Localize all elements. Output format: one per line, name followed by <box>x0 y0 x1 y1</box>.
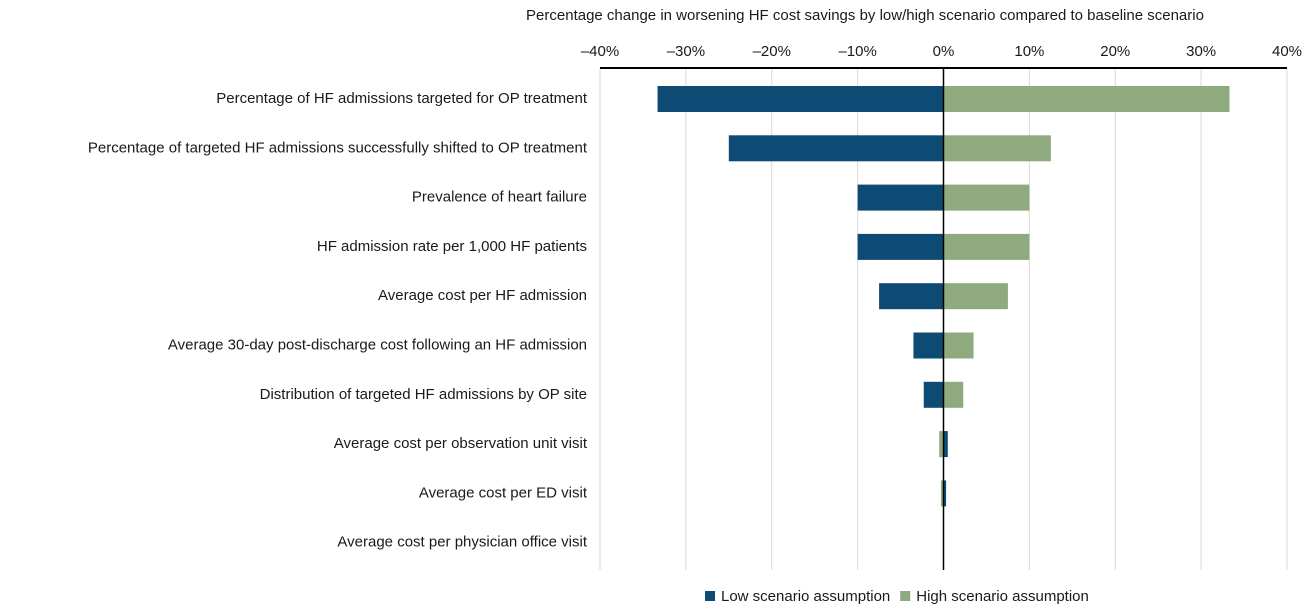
y-tick-label: Prevalence of heart failure <box>412 189 587 206</box>
x-tick-label: –30% <box>667 43 705 60</box>
bar <box>943 480 947 507</box>
bar <box>913 332 944 359</box>
x-tick-label: –10% <box>838 43 876 60</box>
bar <box>943 283 1008 310</box>
bar <box>940 480 944 507</box>
bar <box>728 135 944 162</box>
y-tick-label: Percentage of HF admissions targeted for… <box>216 90 588 107</box>
bar <box>943 86 1230 112</box>
x-tick-label: –20% <box>753 43 791 60</box>
bar <box>943 135 1051 162</box>
bar <box>857 184 944 211</box>
y-tick-label: Percentage of targeted HF admissions suc… <box>88 139 588 156</box>
bar <box>943 184 1030 211</box>
bar <box>943 431 948 458</box>
y-tick-label: HF admission rate per 1,000 HF patients <box>317 238 587 255</box>
legend-label: High scenario assumption <box>916 588 1089 605</box>
y-tick-label: Average cost per ED visit <box>419 484 588 501</box>
bar <box>923 381 944 408</box>
x-tick-label: 40% <box>1272 43 1302 60</box>
axis-title: Percentage change in worsening HF cost s… <box>526 7 1204 24</box>
y-tick-label: Average cost per HF admission <box>378 287 587 304</box>
bar <box>943 233 1030 260</box>
x-tick-label: –40% <box>581 43 619 60</box>
bar <box>943 332 974 359</box>
x-tick-label: 0% <box>933 43 955 60</box>
bar <box>943 381 964 408</box>
bar <box>879 283 944 310</box>
y-tick-label: Average cost per physician office visit <box>337 534 587 551</box>
y-tick-label: Distribution of targeted HF admissions b… <box>260 386 587 403</box>
legend-swatch <box>705 591 715 601</box>
x-tick-label: 20% <box>1100 43 1130 60</box>
x-tick-label: 30% <box>1186 43 1216 60</box>
bar <box>657 86 944 112</box>
y-tick-label: Average cost per observation unit visit <box>334 435 588 452</box>
legend-swatch <box>900 591 911 601</box>
x-tick-label: 10% <box>1014 43 1044 60</box>
bar <box>939 431 944 458</box>
y-tick-label: Average 30-day post-discharge cost follo… <box>168 336 587 353</box>
bar <box>857 233 944 260</box>
legend-label: Low scenario assumption <box>721 588 890 605</box>
